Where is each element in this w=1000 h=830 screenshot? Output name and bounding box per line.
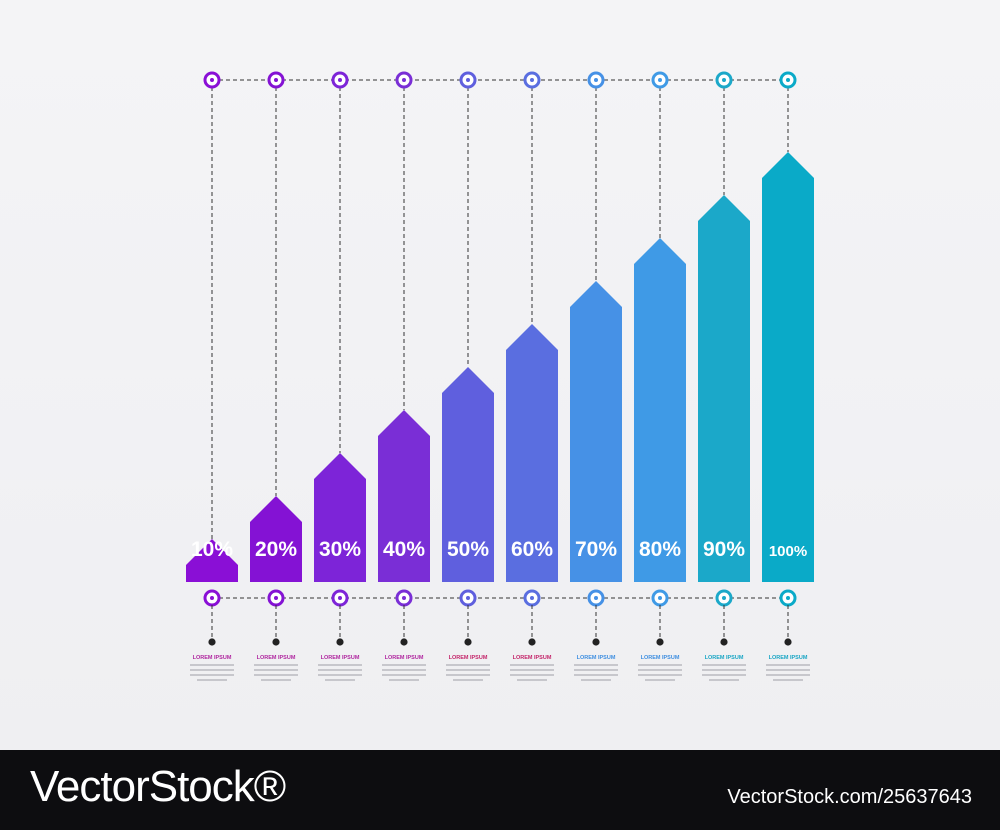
- pin-dot: [208, 638, 216, 646]
- caption-title: LOREM IPSUM: [513, 655, 552, 661]
- data-label: 100%: [769, 543, 807, 560]
- data-label: 40%: [383, 538, 425, 561]
- caption-title: LOREM IPSUM: [449, 655, 488, 661]
- bottom-node-dot: [530, 596, 534, 600]
- data-label: 60%: [511, 538, 553, 561]
- top-node-dot: [530, 78, 534, 82]
- caption-title: LOREM IPSUM: [769, 655, 808, 661]
- image-id: VectorStock.com/25637643: [727, 786, 972, 808]
- data-label: 70%: [575, 538, 617, 561]
- top-node-dot: [466, 78, 470, 82]
- pin-dot: [528, 638, 536, 646]
- caption-title: LOREM IPSUM: [705, 655, 744, 661]
- bar: [314, 453, 366, 582]
- caption-title: LOREM IPSUM: [641, 655, 680, 661]
- bottom-node-dot: [210, 596, 214, 600]
- top-node-dot: [786, 78, 790, 82]
- data-label: 80%: [639, 538, 681, 561]
- bar: [634, 238, 686, 582]
- bottom-node-dot: [786, 596, 790, 600]
- pin-dot: [720, 638, 728, 646]
- bar: [762, 152, 814, 582]
- top-node-dot: [402, 78, 406, 82]
- data-label: 90%: [703, 538, 745, 561]
- pin-dot: [592, 638, 600, 646]
- bar: [186, 539, 238, 582]
- data-label: 30%: [319, 538, 361, 561]
- caption-title: LOREM IPSUM: [321, 655, 360, 661]
- chart-stage: 10% LOREM IPSUM 20% LOREM IPSUM 30% LOREM IPS…: [0, 0, 1000, 750]
- data-label: 10%: [191, 538, 233, 561]
- pin-dot: [464, 638, 472, 646]
- data-label: 50%: [447, 538, 489, 561]
- top-node-dot: [338, 78, 342, 82]
- caption-title: LOREM IPSUM: [193, 655, 232, 661]
- watermark-footer: VectorStock® VectorStock.com/25637643: [0, 750, 1000, 830]
- pin-dot: [784, 638, 792, 646]
- pin-dot: [656, 638, 664, 646]
- bottom-node-dot: [658, 596, 662, 600]
- pin-dot: [272, 638, 280, 646]
- bottom-node-dot: [338, 596, 342, 600]
- bottom-node-dot: [466, 596, 470, 600]
- bar: [442, 367, 494, 582]
- caption-title: LOREM IPSUM: [385, 655, 424, 661]
- bottom-node-dot: [722, 596, 726, 600]
- bar: [506, 324, 558, 582]
- top-node-dot: [722, 78, 726, 82]
- brand-logo: VectorStock®: [30, 762, 286, 811]
- top-node-dot: [210, 78, 214, 82]
- top-node-dot: [594, 78, 598, 82]
- bar: [378, 410, 430, 582]
- caption-title: LOREM IPSUM: [577, 655, 616, 661]
- bar: [698, 195, 750, 582]
- bottom-node-dot: [402, 596, 406, 600]
- pin-dot: [400, 638, 408, 646]
- bottom-node-dot: [274, 596, 278, 600]
- top-node-dot: [274, 78, 278, 82]
- bar-chart: 10% LOREM IPSUM 20% LOREM IPSUM 30% LOREM IPS…: [186, 71, 814, 681]
- pin-dot: [336, 638, 344, 646]
- caption-title: LOREM IPSUM: [257, 655, 296, 661]
- bar: [570, 281, 622, 582]
- top-node-dot: [658, 78, 662, 82]
- bottom-node-dot: [594, 596, 598, 600]
- bar: [250, 496, 302, 582]
- data-label: 20%: [255, 538, 297, 561]
